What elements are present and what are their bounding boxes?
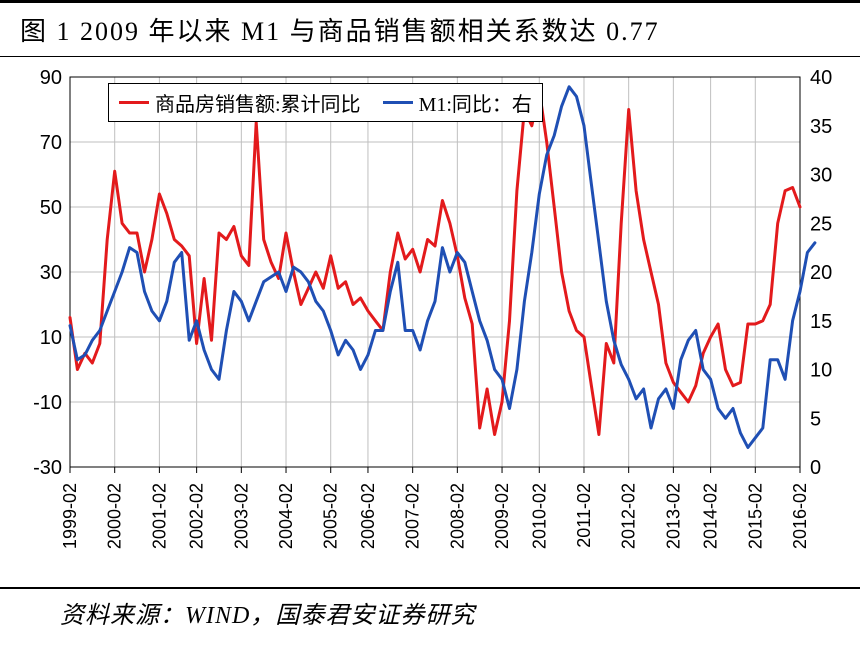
svg-text:2013-02: 2013-02: [663, 483, 683, 549]
legend-item-sales: 商品房销售额:累计同比: [119, 88, 361, 117]
svg-text:2009-02: 2009-02: [492, 483, 512, 549]
svg-text:2016-02: 2016-02: [790, 483, 810, 549]
svg-text:70: 70: [40, 132, 62, 154]
svg-text:30: 30: [810, 165, 832, 187]
svg-text:10: 10: [40, 327, 62, 349]
svg-text:20: 20: [810, 262, 832, 284]
svg-text:-10: -10: [33, 392, 62, 414]
legend-label-m1: M1:同比：右: [419, 88, 532, 117]
svg-text:25: 25: [810, 213, 832, 235]
svg-text:2015-02: 2015-02: [745, 483, 765, 549]
legend-swatch-sales: [119, 101, 149, 104]
svg-text:2012-02: 2012-02: [619, 483, 639, 549]
chart-svg: -30 -10 10 30 50 70 90 0 5 10 15 20 25 30 35 40 1999-02 2…: [0, 57, 860, 587]
figure-container: 图 1 2009 年以来 M1 与商品销售额相关系数达 0.77 -30 -10 1…: [0, 0, 860, 647]
legend: 商品房销售额:累计同比 M1:同比：右: [108, 83, 543, 122]
figure-title: 图 1 2009 年以来 M1 与商品销售额相关系数达 0.77: [0, 0, 860, 57]
legend-item-m1: M1:同比：右: [383, 88, 532, 117]
svg-text:35: 35: [810, 116, 832, 138]
svg-text:2004-02: 2004-02: [276, 483, 296, 549]
svg-text:2010-02: 2010-02: [529, 483, 549, 549]
svg-text:1999-02: 1999-02: [60, 483, 80, 549]
legend-label-sales: 商品房销售额:累计同比: [155, 88, 361, 117]
svg-text:90: 90: [40, 67, 62, 89]
svg-text:2007-02: 2007-02: [403, 483, 423, 549]
svg-text:5: 5: [810, 408, 821, 430]
figure-source: 资料来源：WIND，国泰君安证券研究: [0, 587, 860, 636]
svg-text:2008-02: 2008-02: [447, 483, 467, 549]
svg-text:2001-02: 2001-02: [149, 483, 169, 549]
chart-area: -30 -10 10 30 50 70 90 0 5 10 15 20 25 30 35 40 1999-02 2…: [0, 57, 860, 587]
svg-text:15: 15: [810, 311, 832, 333]
svg-text:2011-02: 2011-02: [574, 483, 594, 548]
legend-swatch-m1: [383, 101, 413, 104]
svg-text:10: 10: [810, 360, 832, 382]
svg-text:50: 50: [40, 197, 62, 219]
svg-text:40: 40: [810, 67, 832, 89]
svg-text:2002-02: 2002-02: [187, 483, 207, 549]
svg-text:2014-02: 2014-02: [701, 483, 721, 549]
svg-text:-30: -30: [33, 457, 62, 479]
svg-text:2003-02: 2003-02: [231, 483, 251, 549]
svg-text:0: 0: [810, 457, 821, 479]
svg-text:2000-02: 2000-02: [105, 483, 125, 549]
svg-text:2005-02: 2005-02: [321, 483, 341, 549]
svg-text:30: 30: [40, 262, 62, 284]
svg-text:2006-02: 2006-02: [358, 483, 378, 549]
